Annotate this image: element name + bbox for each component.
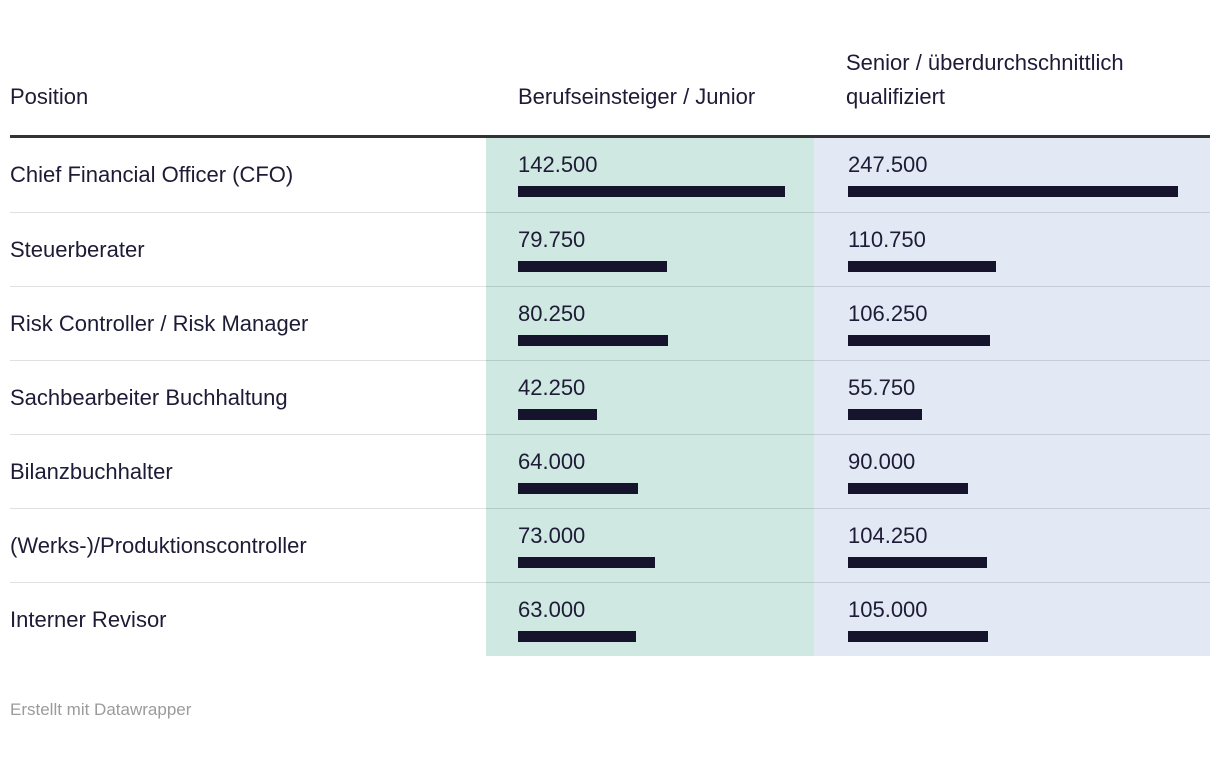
junior-cell: 42.250 xyxy=(486,360,814,434)
senior-bar-track xyxy=(848,557,1178,568)
position-cell: (Werks-)/Produktionscontroller xyxy=(10,508,486,582)
senior-bar xyxy=(848,186,1178,197)
senior-value-label: 105.000 xyxy=(848,597,928,622)
junior-cell: 63.000 xyxy=(486,582,814,656)
junior-bar-track xyxy=(518,409,785,420)
position-cell: Interner Revisor xyxy=(10,582,486,656)
senior-bar xyxy=(848,261,996,272)
senior-cell: 110.750 xyxy=(814,212,1210,286)
senior-value-label: 104.250 xyxy=(848,523,928,548)
table-row: Bilanzbuchhalter 64.000 90.000 xyxy=(10,434,1210,508)
junior-bar-track xyxy=(518,261,785,272)
table-row: Chief Financial Officer (CFO) 142.500 24… xyxy=(10,138,1210,212)
senior-cell: 247.500 xyxy=(814,138,1210,212)
senior-value-label: 55.750 xyxy=(848,375,916,400)
junior-cell: 142.500 xyxy=(486,138,814,212)
junior-cell: 64.000 xyxy=(486,434,814,508)
junior-bar xyxy=(518,483,638,494)
senior-cell: 105.000 xyxy=(814,582,1210,656)
position-cell: Sachbearbeiter Buchhaltung xyxy=(10,360,486,434)
junior-bar xyxy=(518,409,598,420)
table-body: Chief Financial Officer (CFO) 142.500 24… xyxy=(10,138,1210,656)
column-header-junior: Berufseinsteiger / Junior xyxy=(486,80,814,114)
datawrapper-attribution-link[interactable]: Erstellt mit Datawrapper xyxy=(10,700,192,719)
junior-bar xyxy=(518,631,637,642)
senior-cell: 106.250 xyxy=(814,286,1210,360)
column-header-position: Position xyxy=(10,80,486,114)
junior-bar-track xyxy=(518,186,785,197)
senior-bar xyxy=(848,335,990,346)
junior-bar-track xyxy=(518,631,785,642)
junior-value-label: 63.000 xyxy=(518,597,586,622)
junior-bar-track xyxy=(518,335,785,346)
column-header-senior-label: Senior / überdurchschnittlich qualifizie… xyxy=(846,50,1124,109)
senior-bar xyxy=(848,483,968,494)
position-cell: Risk Controller / Risk Manager xyxy=(10,286,486,360)
table-row: Interner Revisor 63.000 105.000 xyxy=(10,582,1210,656)
junior-value-label: 142.500 xyxy=(518,152,598,177)
senior-cell: 104.250 xyxy=(814,508,1210,582)
position-cell: Chief Financial Officer (CFO) xyxy=(10,138,486,212)
senior-bar xyxy=(848,409,923,420)
junior-bar xyxy=(518,335,669,346)
position-cell: Bilanzbuchhalter xyxy=(10,434,486,508)
senior-bar xyxy=(848,631,988,642)
table-row: (Werks-)/Produktionscontroller 73.000 10… xyxy=(10,508,1210,582)
junior-bar xyxy=(518,557,655,568)
senior-cell: 55.750 xyxy=(814,360,1210,434)
senior-cell: 90.000 xyxy=(814,434,1210,508)
table-row: Steuerberater 79.750 110.750 xyxy=(10,212,1210,286)
senior-bar xyxy=(848,557,987,568)
junior-value-label: 64.000 xyxy=(518,449,586,474)
junior-value-label: 73.000 xyxy=(518,523,586,548)
senior-bar-track xyxy=(848,335,1178,346)
senior-value-label: 106.250 xyxy=(848,301,928,326)
junior-value-label: 42.250 xyxy=(518,375,586,400)
junior-cell: 80.250 xyxy=(486,286,814,360)
senior-bar-track xyxy=(848,186,1178,197)
senior-value-label: 90.000 xyxy=(848,449,916,474)
table-row: Risk Controller / Risk Manager 80.250 10… xyxy=(10,286,1210,360)
junior-bar-track xyxy=(518,483,785,494)
junior-bar xyxy=(518,261,668,272)
table-row: Sachbearbeiter Buchhaltung 42.250 55.750 xyxy=(10,360,1210,434)
junior-cell: 73.000 xyxy=(486,508,814,582)
position-cell: Steuerberater xyxy=(10,212,486,286)
junior-cell: 79.750 xyxy=(486,212,814,286)
junior-bar-track xyxy=(518,557,785,568)
senior-bar-track xyxy=(848,409,1178,420)
column-header-position-label: Position xyxy=(10,84,89,109)
senior-bar-track xyxy=(848,261,1178,272)
junior-bar xyxy=(518,186,785,197)
column-header-senior: Senior / überdurchschnittlich qualifizie… xyxy=(814,46,1210,114)
junior-value-label: 80.250 xyxy=(518,301,586,326)
column-header-junior-label: Berufseinsteiger / Junior xyxy=(518,84,756,109)
senior-value-label: 247.500 xyxy=(848,152,928,177)
senior-value-label: 110.750 xyxy=(848,227,926,252)
header-divider-line xyxy=(10,135,1210,138)
senior-bar-track xyxy=(848,483,1178,494)
table-header-row: Position Berufseinsteiger / Junior Senio… xyxy=(10,0,1210,135)
junior-value-label: 79.750 xyxy=(518,227,586,252)
senior-bar-track xyxy=(848,631,1178,642)
